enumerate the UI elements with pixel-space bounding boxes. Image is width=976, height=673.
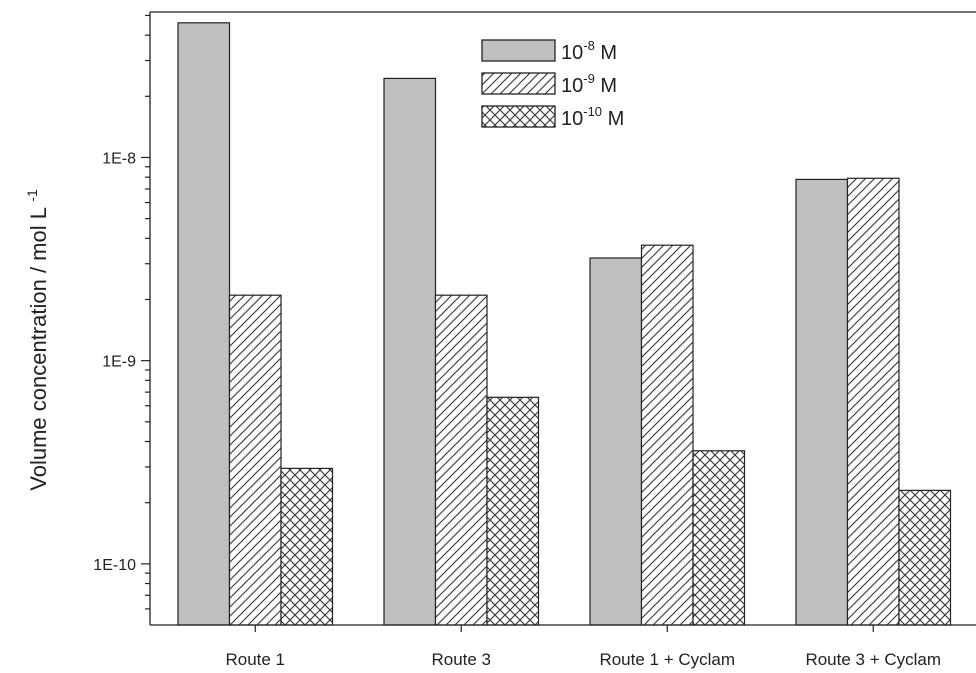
axes-group [149, 11, 976, 626]
legend-swatch-1 [481, 39, 556, 62]
y-tick-label: 1E-9 [102, 354, 136, 371]
x-category-label: Route 1 + Cyclam [599, 650, 735, 669]
bar-3-4 [898, 489, 952, 626]
y-tick-label: 1E-10 [93, 557, 136, 574]
category-labels-group: Route 1 Route 3 Route 1 + Cyclam Route 3 + … [225, 625, 941, 669]
x-category-label: Route 3 + Cyclam [805, 650, 941, 669]
bar-1-3 [589, 257, 643, 626]
legend: 10-8 M 10-9 M 10-10 M [481, 38, 624, 130]
bar-3-2 [486, 396, 540, 626]
x-category-label: Route 1 [225, 650, 285, 669]
y-tick-label: 1E-8 [102, 150, 136, 167]
legend-label-2: 10-9 M [561, 71, 617, 97]
x-category-label: Route 3 [431, 650, 491, 669]
bar-2-2 [434, 294, 488, 626]
bars-group [177, 22, 952, 626]
y-axis-title: Volume concentration / mol L -1 [24, 189, 51, 491]
bar-1-2 [383, 77, 437, 626]
bar-2-3 [640, 244, 694, 626]
legend-label-3: 10-10 M [561, 104, 624, 130]
y-ticks-group: 1E-10 1E-9 1E-8 [93, 14, 150, 610]
bar-3-1 [280, 467, 334, 626]
bar-2-4 [846, 177, 900, 626]
legend-swatch-2 [481, 72, 556, 95]
bar-1-1 [177, 22, 231, 626]
legend-label-1: 10-8 M [561, 38, 617, 64]
bar-1-4 [795, 178, 849, 626]
bar-3-3 [692, 450, 746, 626]
legend-swatch-3 [481, 105, 556, 128]
bar-2-1 [228, 294, 282, 626]
